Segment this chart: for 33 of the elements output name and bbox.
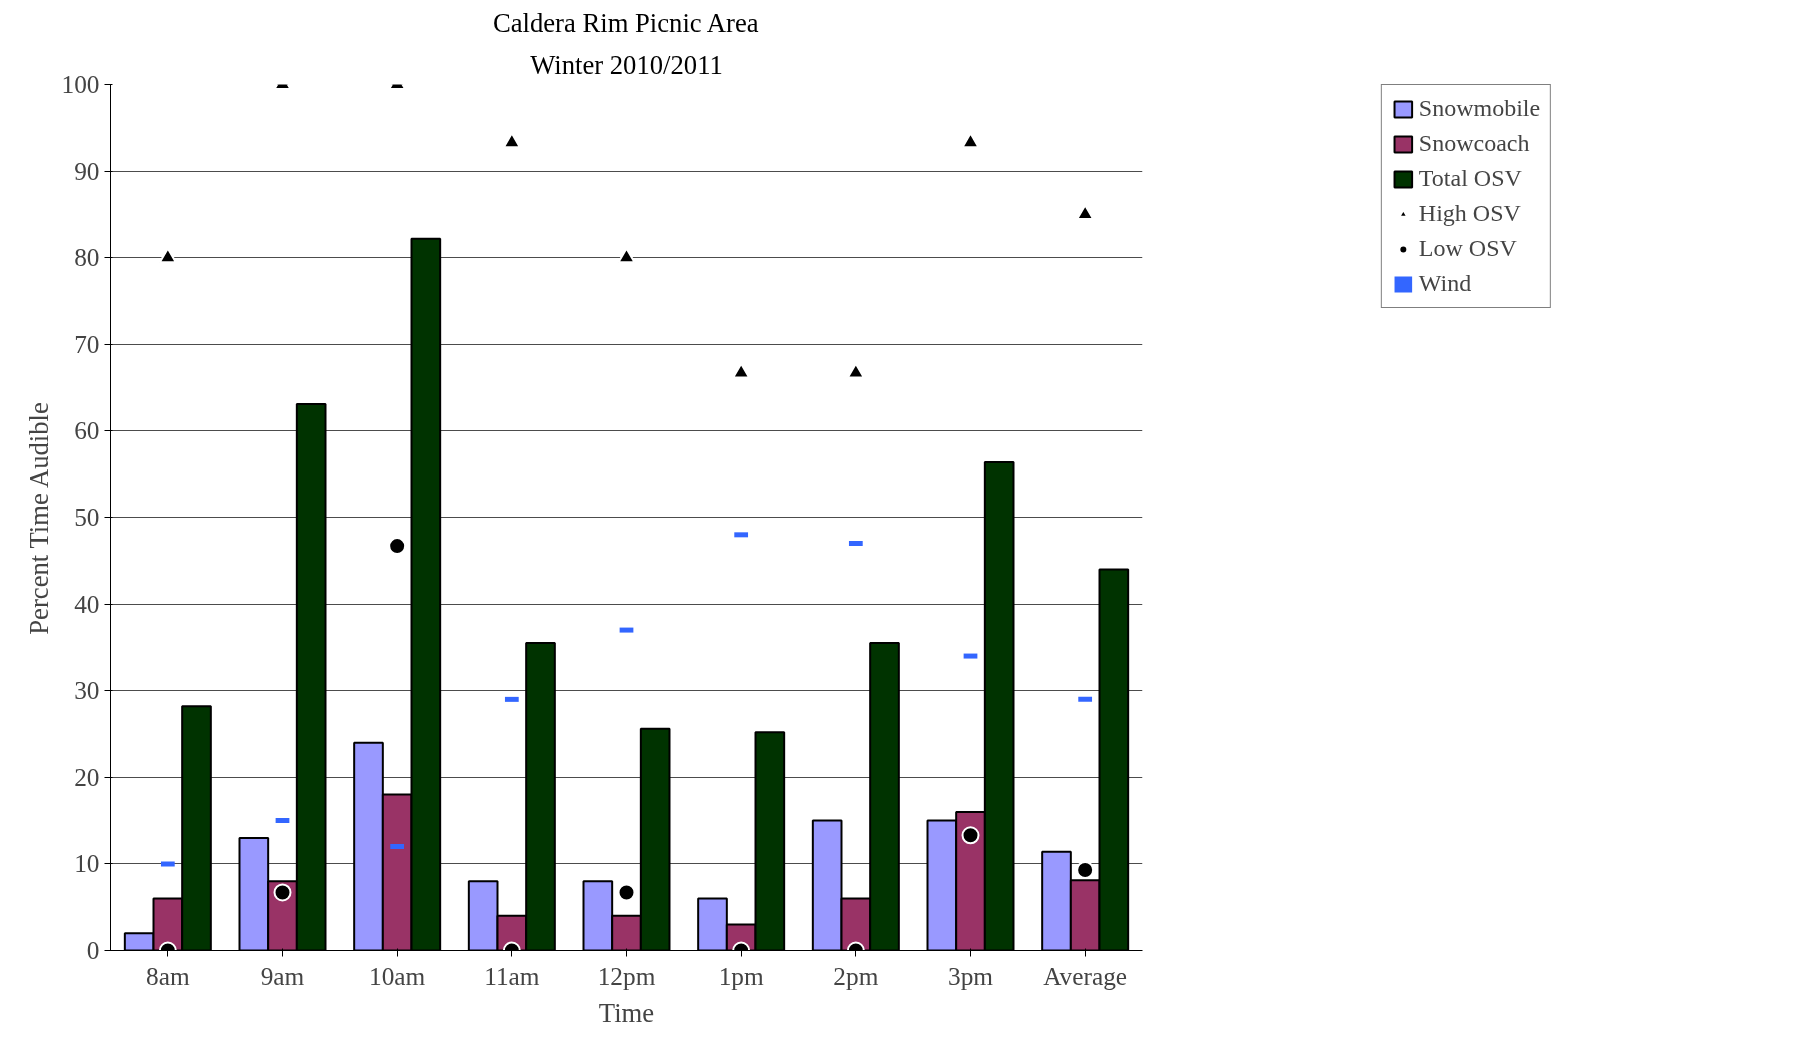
y-axis-title: Percent Time Audible — [23, 402, 54, 635]
point — [617, 883, 636, 902]
chart-title: Caldera Rim Picnic Area — [492, 7, 759, 38]
point — [273, 883, 292, 902]
y-tick-label: 50 — [74, 503, 100, 531]
x-tick-label: 8am — [146, 961, 190, 990]
legend-label: Snowcoach — [1418, 130, 1530, 157]
legend-label: Low OSV — [1418, 235, 1517, 262]
x-tick-label: Average — [1043, 961, 1128, 990]
y-tick-label: 30 — [74, 676, 100, 705]
x-tick-label: 12pm — [597, 961, 656, 990]
y-tick-label: 70 — [74, 329, 100, 358]
point — [961, 826, 980, 845]
legend-label: High OSV — [1418, 200, 1521, 227]
legend-label: Total OSV — [1418, 165, 1522, 192]
legend-label: Wind — [1418, 270, 1472, 297]
x-tick-label: 9am — [260, 961, 305, 990]
y-tick-label: 20 — [74, 762, 100, 791]
y-tick-label: 100 — [61, 70, 100, 98]
y-tick-label: 80 — [74, 243, 100, 272]
x-tick-label: 11am — [484, 961, 540, 990]
y-tick-label: 10 — [74, 849, 100, 878]
x-tick-label: 1pm — [718, 961, 764, 990]
legend-label: Snowmobile — [1418, 95, 1541, 122]
y-tick-label: 90 — [74, 156, 100, 185]
x-tick-label: 3pm — [947, 961, 994, 990]
y-tick-label: 60 — [74, 416, 100, 445]
x-tick-label: 10am — [369, 961, 426, 990]
x-axis-title: Time — [598, 997, 655, 1028]
chart-subtitle: Winter 2010/2011 — [530, 49, 723, 80]
y-tick-label: 0 — [86, 936, 100, 964]
y-tick-label: 40 — [74, 589, 100, 618]
x-tick-label: 2pm — [833, 961, 879, 990]
